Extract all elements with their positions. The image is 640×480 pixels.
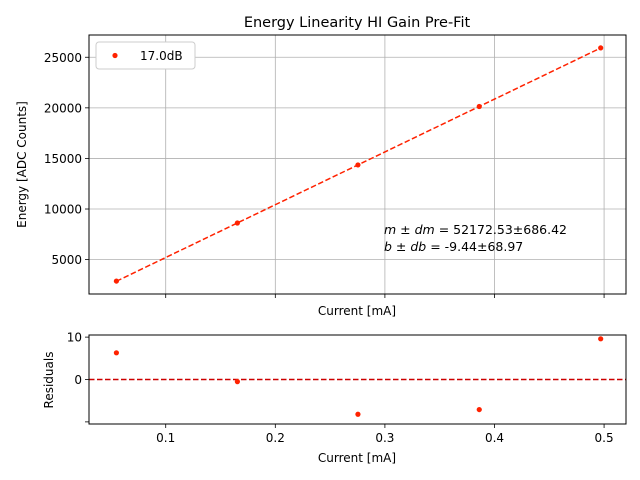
residuals-x-tick-label: 0.2 (266, 431, 285, 445)
y-tick-label: 15000 (44, 152, 82, 166)
data-point (355, 162, 361, 168)
plot-area (88, 34, 627, 295)
residual-point (234, 379, 240, 385)
legend-marker (112, 52, 118, 59)
residual-point (598, 336, 604, 342)
y-tick-label: 5000 (51, 253, 82, 267)
fit-annotation: m ± dm = 52172.53±686.42 b ± db = -9.44±… (384, 222, 567, 254)
data-point (598, 45, 604, 51)
residuals-y-tick-label: 10 (67, 331, 82, 345)
residual-point (476, 406, 482, 413)
data-point (113, 278, 119, 284)
residuals-x-tick-label: 0.5 (595, 431, 614, 445)
residual-point (355, 411, 361, 417)
y-tick-label: 25000 (44, 51, 82, 65)
grid-lines (89, 35, 626, 294)
slope-annotation: m ± dm = 52172.53±686.42 (384, 222, 567, 237)
residuals-y-axis-label: Residuals (42, 352, 56, 409)
residuals-chart: 0 10 0.1 0.2 0.3 0.4 0.5 Residuals Current [m… (42, 331, 627, 465)
x-axis-label: Current [mA] (318, 304, 396, 318)
y-tick-label: 10000 (44, 203, 82, 217)
chart-title: Energy Linearity HI Gain Pre-Fit (244, 15, 471, 31)
residuals-x-axis-label: Current [mA] (318, 451, 396, 465)
x-axis-ticks (165, 294, 605, 298)
residuals-x-tick-label: 0.4 (485, 431, 504, 445)
legend-label: 17.0dB (140, 49, 183, 63)
data-point (476, 103, 482, 110)
intercept-annotation: b ± db = -9.44±68.97 (384, 239, 523, 254)
residuals-y-axis-ticks: 0 10 (67, 331, 89, 423)
data-point (234, 220, 240, 226)
y-axis-ticks: 5000 10000 15000 20000 25000 (44, 51, 89, 267)
main-chart: Energy Linearity HI Gain Pre-Fit 5000 100… (15, 15, 627, 318)
residuals-y-tick-label: 0 (74, 373, 82, 387)
data-points (113, 45, 604, 284)
residual-point (113, 350, 119, 356)
residual-points (113, 336, 604, 417)
y-tick-label: 20000 (44, 101, 82, 115)
residuals-x-tick-label: 0.1 (156, 431, 175, 445)
legend-box (95, 41, 196, 70)
legend: 17.0dB (95, 41, 196, 70)
y-axis-label: Energy [ADC Counts] (15, 101, 29, 228)
residuals-x-axis-ticks: 0.1 0.2 0.3 0.4 0.5 (156, 424, 614, 445)
residuals-x-tick-label: 0.3 (375, 431, 394, 445)
